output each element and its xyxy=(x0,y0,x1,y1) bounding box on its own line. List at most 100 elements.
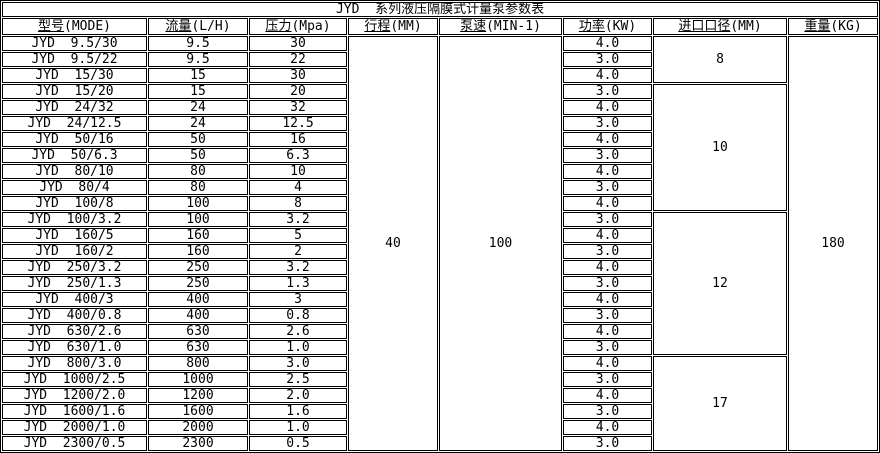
flow-cell: 1600 xyxy=(148,404,248,419)
table-row: JYD 15/30 15 30 4.0 xyxy=(2,68,878,83)
column-header-pump-speed: 泵速(MIN-1) xyxy=(439,18,562,35)
column-header-unit: (MIN-1) xyxy=(486,19,541,34)
power-cell: 3.0 xyxy=(563,340,652,355)
model-cell: JYD 100/8 xyxy=(2,196,147,211)
column-header-pressure: 压力(Mpa) xyxy=(249,18,347,35)
flow-cell: 80 xyxy=(148,164,248,179)
inlet-diameter-cell: 17 xyxy=(653,356,787,451)
pressure-cell: 3.2 xyxy=(249,260,347,275)
pressure-cell: 2 xyxy=(249,244,347,259)
model-cell: JYD 250/3.2 xyxy=(2,260,147,275)
power-cell: 4.0 xyxy=(563,260,652,275)
table-row: JYD 400/3 400 3 4.0 xyxy=(2,292,878,307)
pressure-cell: 10 xyxy=(249,164,347,179)
pressure-cell: 20 xyxy=(249,84,347,99)
model-cell: JYD 100/3.2 xyxy=(2,212,147,227)
model-cell: JYD 15/20 xyxy=(2,84,147,99)
table-row: JYD 1200/2.0 1200 2.0 4.0 xyxy=(2,388,878,403)
table-row: JYD 250/1.3 250 1.3 3.0 xyxy=(2,276,878,291)
flow-cell: 9.5 xyxy=(148,36,248,51)
flow-cell: 50 xyxy=(148,132,248,147)
table-row: JYD 1000/2.5 1000 2.5 3.0 xyxy=(2,372,878,387)
table-row: JYD 80/10 80 10 4.0 xyxy=(2,164,878,179)
power-cell: 4.0 xyxy=(563,196,652,211)
flow-cell: 15 xyxy=(148,84,248,99)
flow-cell: 1200 xyxy=(148,388,248,403)
model-cell: JYD 630/2.6 xyxy=(2,324,147,339)
inlet-diameter-cell: 12 xyxy=(653,212,787,355)
power-cell: 3.0 xyxy=(563,436,652,451)
model-cell: JYD 9.5/22 xyxy=(2,52,147,67)
model-cell: JYD 9.5/30 xyxy=(2,36,147,51)
flow-cell: 80 xyxy=(148,180,248,195)
power-cell: 4.0 xyxy=(563,356,652,371)
power-cell: 3.0 xyxy=(563,372,652,387)
pressure-cell: 6.3 xyxy=(249,148,347,163)
pressure-cell: 16 xyxy=(249,132,347,147)
pressure-cell: 0.8 xyxy=(249,308,347,323)
table-row: JYD 2000/1.0 2000 1.0 4.0 xyxy=(2,420,878,435)
pressure-cell: 30 xyxy=(249,36,347,51)
inlet-diameter-cell: 10 xyxy=(653,84,787,211)
power-cell: 3.0 xyxy=(563,212,652,227)
column-header-unit: (MODE) xyxy=(64,19,111,34)
column-header-model: 型号(MODE) xyxy=(2,18,147,35)
flow-cell: 630 xyxy=(148,340,248,355)
model-cell: JYD 50/16 xyxy=(2,132,147,147)
model-cell: JYD 15/30 xyxy=(2,68,147,83)
header-row: 型号(MODE) 流量(L/H) 压力(Mpa) 行程(MM) 泵速(MIN-1) 功率(… xyxy=(2,18,879,35)
power-cell: 3.0 xyxy=(563,404,652,419)
column-header-label: 泵速 xyxy=(460,19,487,34)
flow-cell: 24 xyxy=(148,116,248,131)
table-title: JYD 系列液压隔膜式计量泵参数表 xyxy=(2,2,879,17)
table-row: JYD 1600/1.6 1600 1.6 3.0 xyxy=(2,404,878,419)
title-row: JYD 系列液压隔膜式计量泵参数表 xyxy=(2,2,879,17)
flow-cell: 24 xyxy=(148,100,248,115)
model-cell: JYD 80/4 xyxy=(2,180,147,195)
model-cell: JYD 24/32 xyxy=(2,100,147,115)
inlet-diameter-cell: 8 xyxy=(653,36,787,83)
table-row: JYD 80/4 80 4 3.0 xyxy=(2,180,878,195)
pressure-cell: 8 xyxy=(249,196,347,211)
flow-cell: 2000 xyxy=(148,420,248,435)
model-cell: JYD 400/0.8 xyxy=(2,308,147,323)
pressure-cell: 0.5 xyxy=(249,436,347,451)
power-cell: 4.0 xyxy=(563,68,652,83)
power-cell: 3.0 xyxy=(563,84,652,99)
power-cell: 4.0 xyxy=(563,292,652,307)
power-cell: 4.0 xyxy=(563,228,652,243)
pressure-cell: 3.2 xyxy=(249,212,347,227)
stroke-cell: 40 xyxy=(348,36,438,451)
column-header-unit: (MM) xyxy=(390,19,422,34)
power-cell: 3.0 xyxy=(563,244,652,259)
flow-cell: 250 xyxy=(148,276,248,291)
pressure-cell: 2.5 xyxy=(249,372,347,387)
column-header-flow: 流量(L/H) xyxy=(148,18,248,35)
flow-cell: 630 xyxy=(148,324,248,339)
flow-cell: 160 xyxy=(148,244,248,259)
column-header-label: 重量 xyxy=(804,19,831,34)
column-header-weight: 重量(KG) xyxy=(788,18,879,35)
flow-cell: 250 xyxy=(148,260,248,275)
pressure-cell: 1.0 xyxy=(249,420,347,435)
pressure-cell: 30 xyxy=(249,68,347,83)
column-header-label: 功率 xyxy=(578,19,605,34)
table-row: JYD 24/32 24 32 4.0 xyxy=(2,100,878,115)
pressure-cell: 2.0 xyxy=(249,388,347,403)
model-cell: JYD 160/5 xyxy=(2,228,147,243)
flow-cell: 50 xyxy=(148,148,248,163)
column-header-unit: (KG) xyxy=(830,19,862,34)
flow-cell: 800 xyxy=(148,356,248,371)
power-cell: 4.0 xyxy=(563,36,652,51)
table-row: JYD 15/20 15 20 3.0 10 xyxy=(2,84,878,211)
flow-cell: 400 xyxy=(148,308,248,323)
table-row: JYD 630/2.6 630 2.6 4.0 xyxy=(2,324,878,339)
model-cell: JYD 50/6.3 xyxy=(2,148,147,163)
power-cell: 4.0 xyxy=(563,132,652,147)
power-cell: 4.0 xyxy=(563,324,652,339)
table-row: JYD 24/12.5 24 12.5 3.0 xyxy=(2,116,878,131)
model-cell: JYD 160/2 xyxy=(2,244,147,259)
power-cell: 4.0 xyxy=(563,388,652,403)
table-row: JYD 630/1.0 630 1.0 3.0 xyxy=(2,340,878,355)
